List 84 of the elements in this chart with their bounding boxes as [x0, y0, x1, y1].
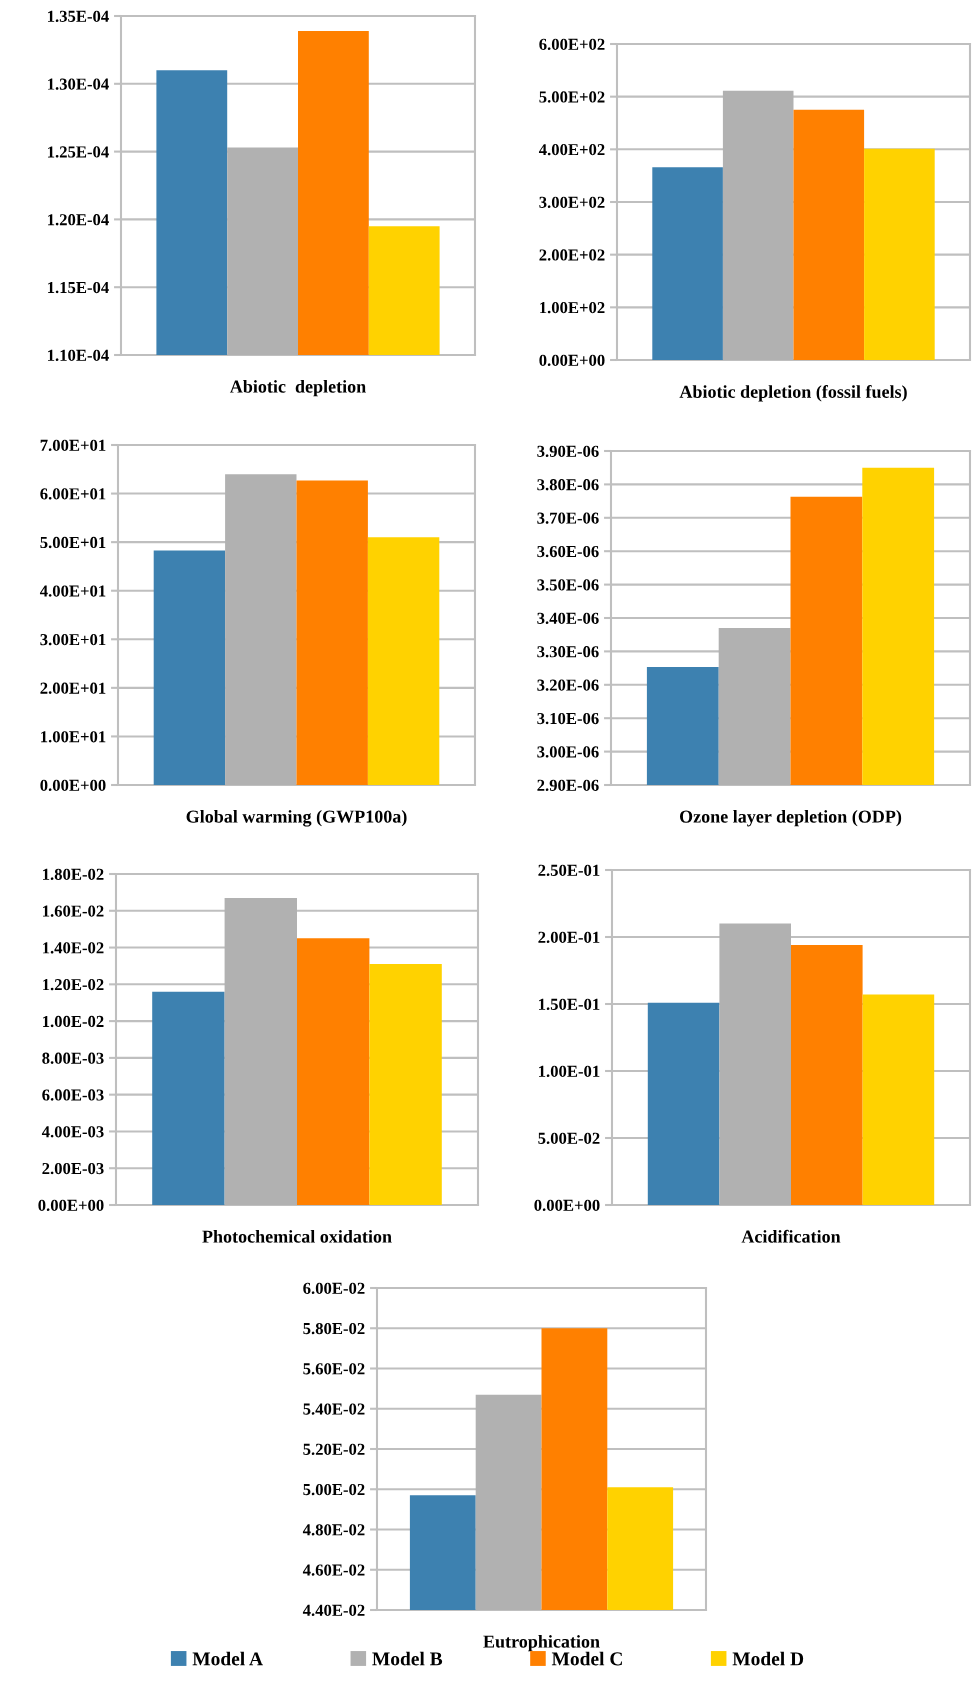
- y-tick-label: 1.20E-04: [48, 214, 109, 226]
- legend-label: Model D: [732, 1651, 804, 1666]
- y-tick-label: 1.25E-04: [48, 146, 109, 158]
- legend-label: Model B: [372, 1651, 443, 1666]
- y-tick-label: 6.00E+02: [539, 38, 605, 51]
- y-tick-label: 1.00E-02: [43, 1015, 104, 1028]
- y-tick-label: 1.60E-02: [43, 905, 104, 917]
- y-tick-label: 1.80E-02: [43, 868, 104, 881]
- y-tick-label: 4.00E-03: [41, 1126, 104, 1138]
- bar: [791, 945, 863, 1205]
- y-tick-label: 6.00E+01: [40, 488, 106, 500]
- bar: [719, 923, 791, 1205]
- x-axis-title: Photochemical oxidation: [202, 1230, 392, 1243]
- y-tick-label: 4.00E+02: [538, 144, 605, 156]
- y-tick-label: 5.20E-02: [303, 1443, 365, 1456]
- y-tick-label: 2.90E-06: [537, 779, 599, 792]
- y-tick-label: 0.00E+00: [534, 1199, 600, 1212]
- y-tick-label: 8.00E-03: [42, 1052, 104, 1064]
- x-axis-title: Eutrophication: [483, 1635, 600, 1652]
- y-tick-label: 2.00E+02: [539, 249, 605, 261]
- legend-label: Model A: [192, 1651, 263, 1666]
- bar: [153, 550, 226, 785]
- y-tick-label: 5.00E-02: [538, 1132, 600, 1145]
- x-axis-title: Abiotic depletion: [229, 380, 366, 397]
- bar: [652, 167, 723, 360]
- y-tick-label: 1.20E-02: [43, 979, 104, 991]
- y-tick-label: 1.30E-04: [48, 78, 109, 90]
- bar: [647, 1002, 720, 1205]
- y-tick-label: 2.00E-01: [538, 931, 600, 944]
- y-tick-label: 3.30E-06: [537, 646, 599, 658]
- y-tick-label: 1.40E-02: [43, 942, 104, 954]
- bar: [862, 994, 935, 1205]
- x-axis-title: Ozone layer depletion (ODP): [679, 810, 902, 827]
- y-tick-label: 3.00E+01: [40, 633, 106, 646]
- y-tick-label: 1.15E-04: [48, 281, 109, 294]
- y-tick-label: 6.00E-03: [42, 1089, 104, 1101]
- y-tick-label: 0.00E+00: [40, 779, 106, 792]
- y-tick-label: 1.50E-01: [539, 998, 600, 1011]
- y-tick-label: 7.00E+01: [40, 439, 106, 452]
- y-tick-label: 2.00E-03: [42, 1162, 104, 1175]
- bar: [224, 897, 297, 1205]
- bar: [297, 938, 370, 1205]
- y-tick-label: 5.00E+01: [40, 536, 106, 549]
- y-tick-label: 0.00E+00: [539, 354, 605, 367]
- y-tick-label: 5.40E-02: [303, 1403, 365, 1415]
- y-tick-label: 3.10E-06: [537, 712, 599, 725]
- y-tick-label: 3.40E-06: [537, 612, 599, 625]
- y-tick-label: 3.80E-06: [537, 479, 599, 491]
- bar: [367, 537, 440, 785]
- y-tick-label: 5.00E+02: [539, 91, 605, 103]
- y-tick-label: 1.00E+02: [540, 302, 605, 314]
- y-tick-label: 1.35E-04: [48, 10, 109, 23]
- bar: [225, 474, 297, 785]
- x-axis-title: Global warming (GWP100a): [186, 810, 407, 827]
- y-tick-label: 4.60E-02: [302, 1564, 365, 1576]
- y-tick-label: 4.80E-02: [302, 1524, 365, 1536]
- y-tick-label: 2.50E-01: [538, 864, 600, 877]
- y-tick-label: 1.10E-04: [48, 349, 109, 362]
- x-axis-title: Acidification: [741, 1229, 841, 1243]
- bar: [864, 148, 935, 360]
- y-tick-label: 3.00E+02: [539, 196, 605, 209]
- y-tick-label: 3.70E-06: [537, 512, 599, 524]
- y-tick-label: 3.50E-06: [537, 579, 599, 591]
- bar: [793, 109, 865, 360]
- bar: [369, 964, 442, 1205]
- y-tick-label: 3.60E-06: [537, 545, 599, 558]
- y-tick-label: 2.00E+01: [40, 682, 106, 694]
- y-tick-label: 5.00E-02: [303, 1483, 365, 1496]
- y-tick-label: 3.20E-06: [537, 679, 599, 691]
- legend-label: Model C: [551, 1651, 622, 1666]
- bar: [152, 991, 225, 1205]
- y-tick-label: 0.00E+00: [38, 1199, 104, 1212]
- y-tick-label: 5.80E-02: [303, 1322, 365, 1335]
- y-tick-label: 6.00E-02: [303, 1282, 365, 1295]
- bar: [722, 90, 794, 360]
- y-tick-label: 1.00E-01: [539, 1065, 600, 1078]
- y-tick-label: 4.40E-02: [302, 1604, 365, 1617]
- y-tick-label: 4.00E+01: [39, 585, 106, 597]
- y-tick-label: 1.00E+01: [41, 731, 106, 743]
- bar: [296, 480, 368, 785]
- y-tick-label: 3.90E-06: [537, 445, 599, 458]
- y-tick-label: 5.60E-02: [303, 1363, 365, 1375]
- x-axis-title: Abiotic depletion (fossil fuels): [679, 385, 907, 402]
- y-tick-label: 3.00E-06: [537, 746, 599, 758]
